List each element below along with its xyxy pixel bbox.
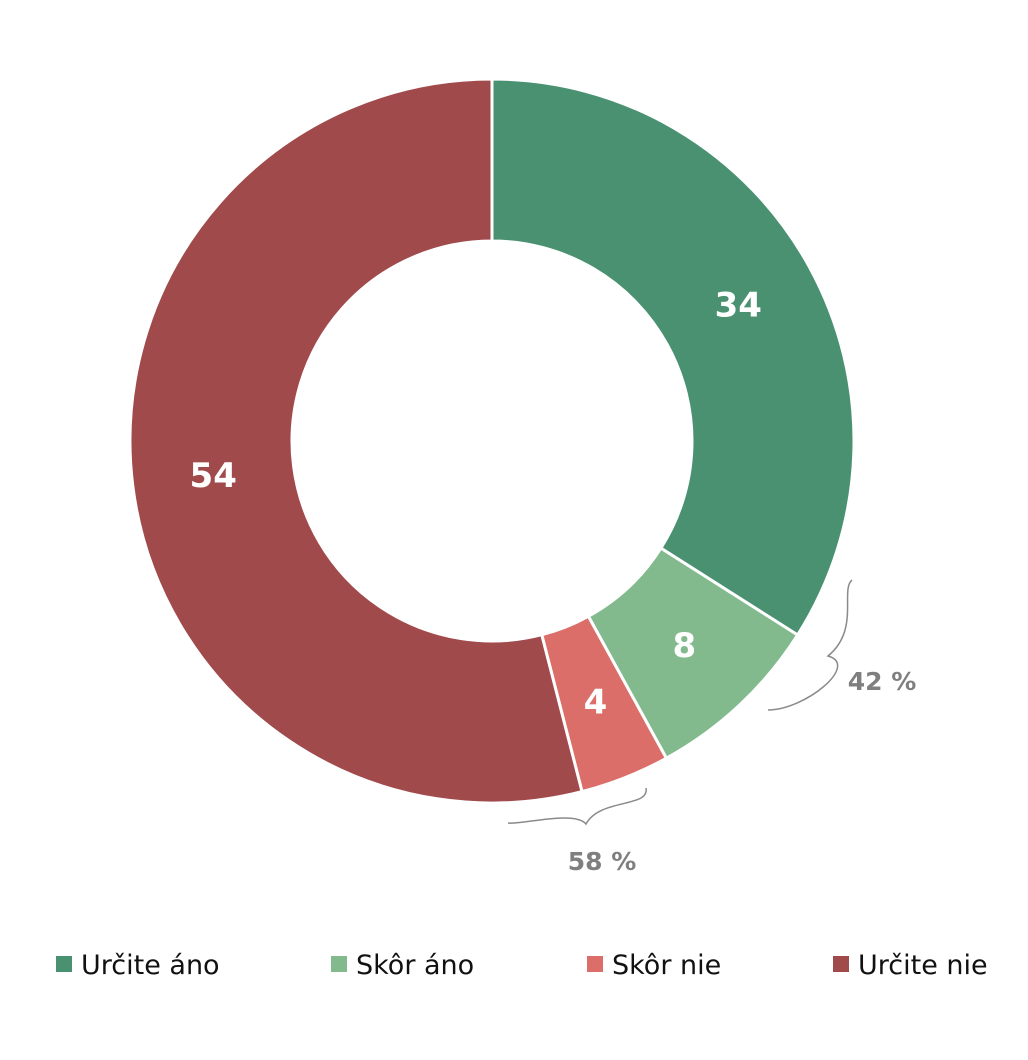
legend-item-skor-nie: Skôr nie — [587, 950, 721, 981]
legend-label-urcite-ano: Určite áno — [81, 950, 220, 981]
chart-legend: Určite áno Skôr áno Skôr nie Určite nie — [56, 950, 988, 981]
legend-item-urcite-nie: Určite nie — [833, 950, 988, 981]
legend-item-skor-ano: Skôr áno — [331, 950, 474, 981]
donut-data-labels: 34 8 4 54 — [190, 286, 762, 723]
legend-item-urcite-ano: Určite áno — [56, 950, 220, 981]
legend-label-urcite-nie: Určite nie — [858, 950, 988, 981]
group-label-yes: 42 % — [848, 667, 917, 696]
slice-urcite-nie — [128, 77, 584, 805]
data-label-skor-ano: 8 — [673, 626, 697, 666]
legend-swatch-skor-ano — [331, 956, 347, 972]
legend-swatch-skor-nie — [587, 956, 603, 972]
slice-urcite-ano — [490, 77, 856, 637]
data-label-skor-nie: 4 — [584, 682, 608, 722]
legend-swatch-urcite-ano — [56, 956, 72, 972]
brace-lower-group — [507, 787, 647, 826]
brace-upper-group — [767, 579, 853, 711]
data-label-urcite-ano: 34 — [715, 286, 762, 326]
group-label-no: 58 % — [568, 847, 637, 876]
donut-slices — [128, 77, 856, 805]
legend-label-skor-ano: Skôr áno — [356, 950, 474, 981]
legend-label-skor-nie: Skôr nie — [612, 950, 721, 981]
legend-swatch-urcite-nie — [833, 956, 849, 972]
data-label-urcite-nie: 54 — [190, 456, 237, 496]
